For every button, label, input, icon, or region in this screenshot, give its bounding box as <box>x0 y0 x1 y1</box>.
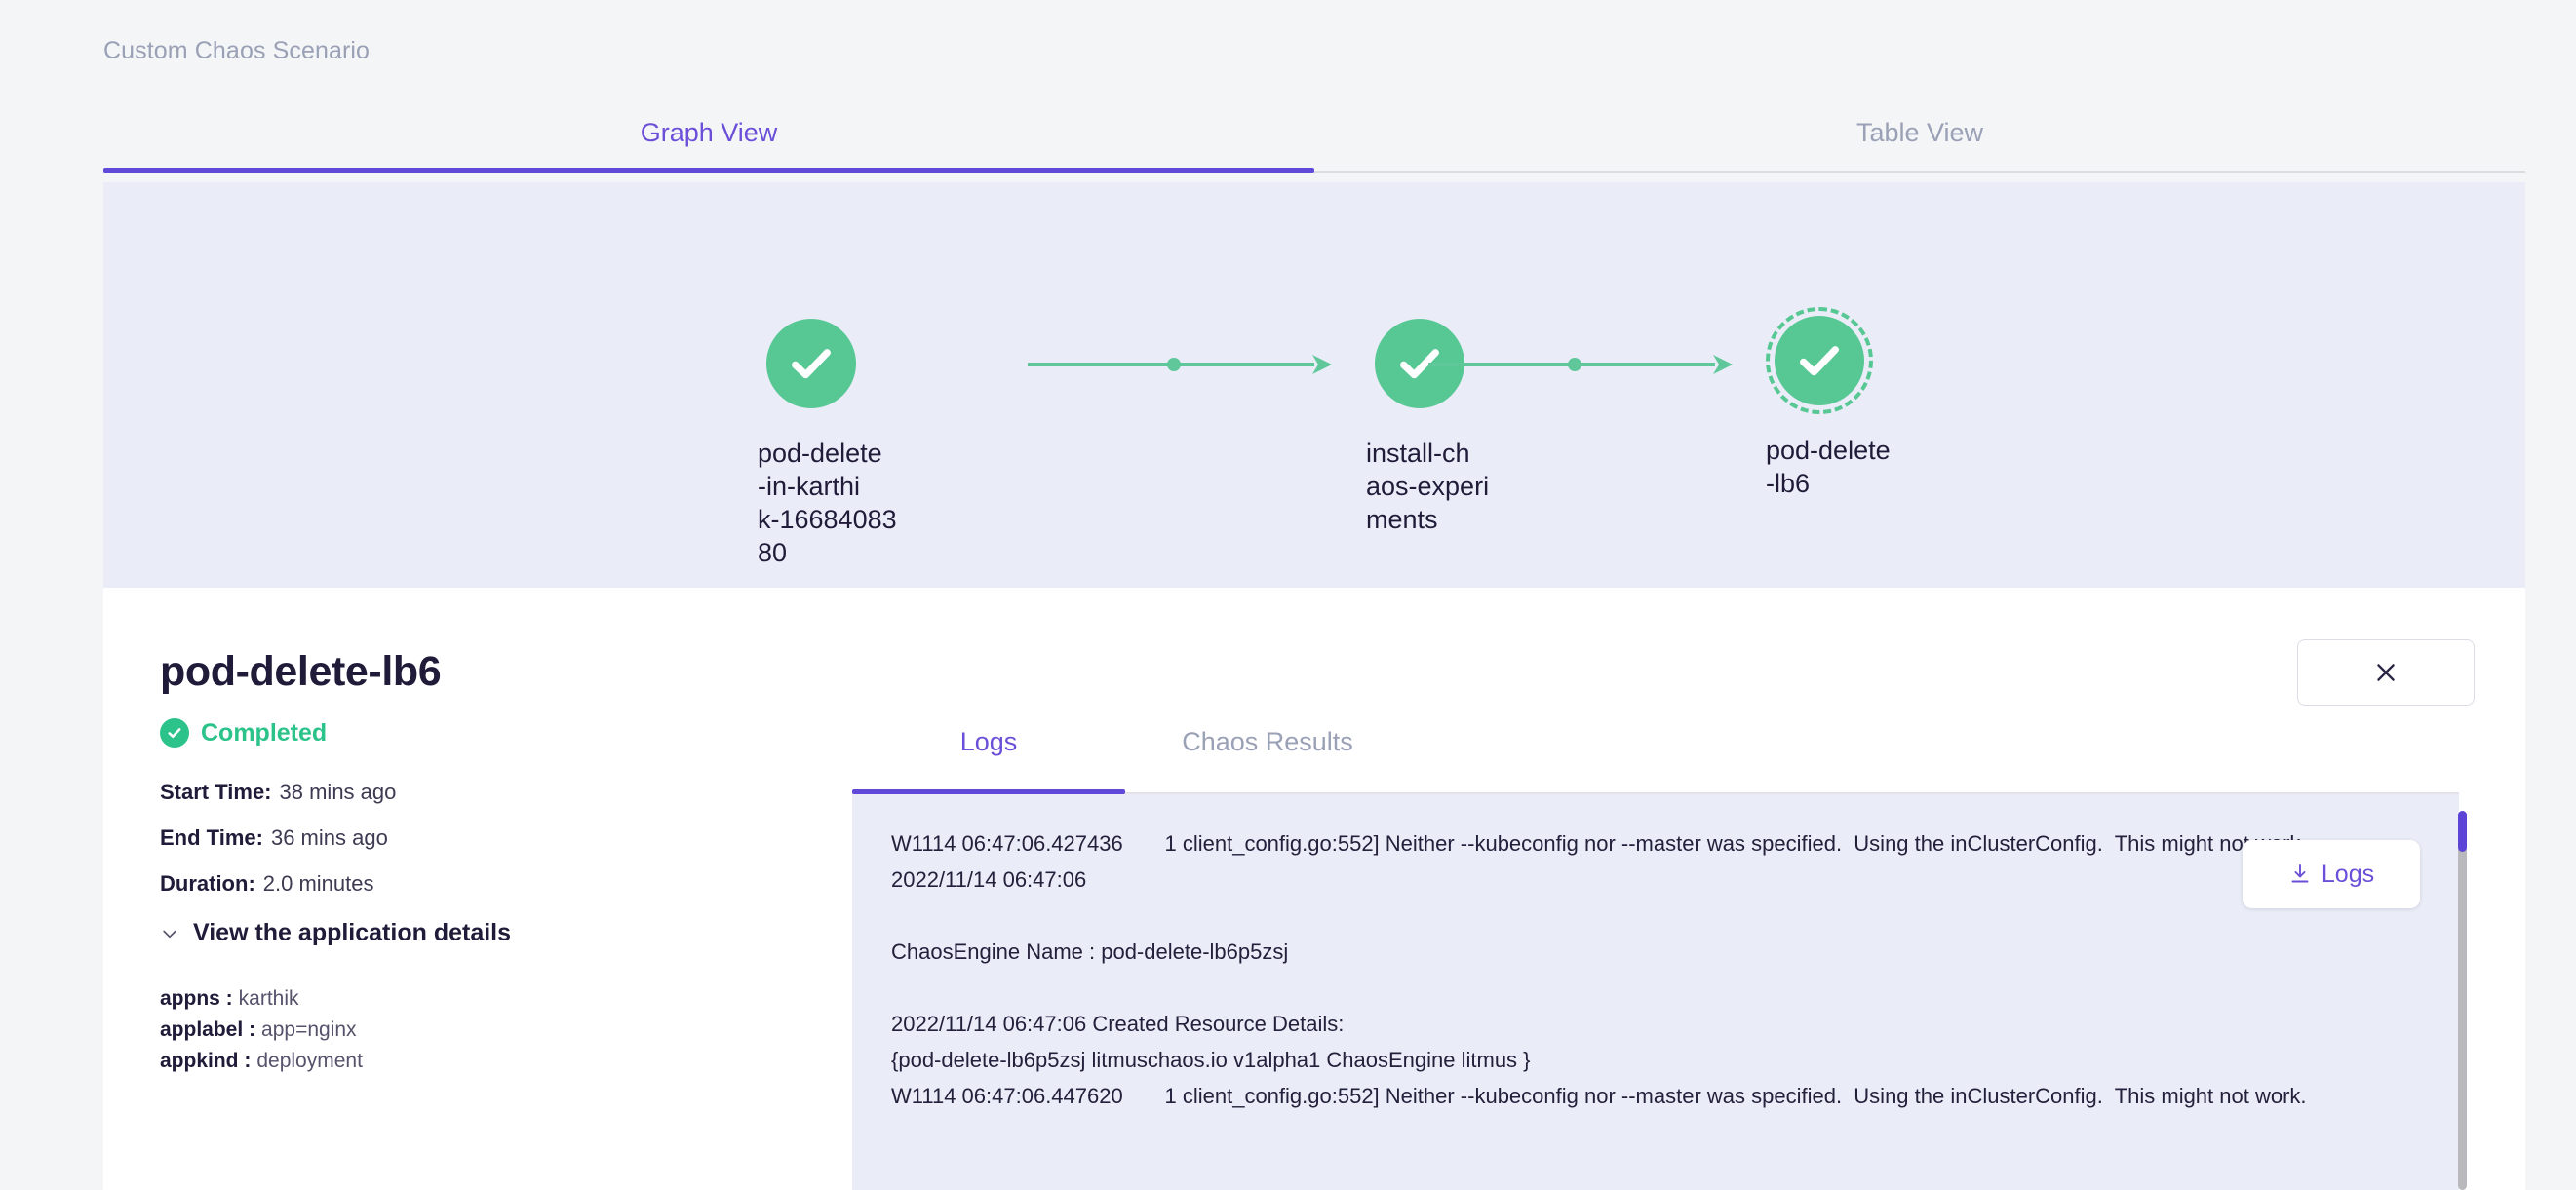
detail-meta-list: Start Time: 38 mins ago End Time: 36 mins … <box>160 769 396 906</box>
meta-row: Start Time: 38 mins ago <box>160 769 396 815</box>
list-item: appns : karthik <box>160 983 363 1015</box>
application-details-accordion[interactable]: View the application details <box>160 919 511 947</box>
tab-chaos-results-label: Chaos Results <box>1182 726 1353 756</box>
graph-node-2-label: install-ch aos-experi ments <box>1366 439 1490 534</box>
application-details-list: appns : karthik applabel : app=nginx appki… <box>160 983 363 1077</box>
meta-key: End Time: <box>160 825 263 850</box>
graph-edge-2 <box>1428 350 1733 379</box>
app-detail-key: appkind : <box>160 1050 252 1072</box>
tab-graph-view-label: Graph View <box>640 117 778 147</box>
graph-node-1[interactable]: pod-delete -in-karthi k-16684083 80 <box>758 310 1050 569</box>
log-tabs-divider <box>852 792 2459 794</box>
status-label: Completed <box>201 718 328 747</box>
download-logs-button[interactable]: Logs <box>2243 840 2420 908</box>
meta-key: Duration: <box>160 871 255 896</box>
tab-active-indicator <box>103 168 1314 173</box>
graph-node-3-label: pod-delete -lb6 <box>1766 436 1891 498</box>
graph-node-3-status-wrap <box>1766 307 1873 414</box>
graph-edge-1 <box>1028 350 1332 379</box>
meta-row: End Time: 36 mins ago <box>160 815 396 861</box>
status-check-icon <box>160 718 189 748</box>
graph-node-1-status-wrap <box>758 310 865 417</box>
log-scrollbar-track[interactable] <box>2458 811 2467 1190</box>
close-icon <box>2377 664 2395 681</box>
tab-table-view[interactable]: Table View <box>1314 93 2525 173</box>
tab-graph-view[interactable]: Graph View <box>103 93 1314 173</box>
app-detail-key: appns : <box>160 987 233 1010</box>
selected-node-ring <box>1766 307 1873 414</box>
meta-value: 2.0 minutes <box>262 871 374 896</box>
log-output-text: W1114 06:47:06.427436 1 client_config.go… <box>891 831 2307 1108</box>
graph-canvas[interactable]: pod-delete -in-karthi k-16684083 80 inst… <box>103 182 2525 588</box>
download-logs-label: Logs <box>2321 860 2375 888</box>
page-title: pod-delete-lb6 <box>160 648 442 695</box>
graph-node-1-label: pod-delete -in-karthi k-16684083 80 <box>758 439 897 567</box>
tab-table-view-label: Table View <box>1855 117 1984 147</box>
list-item: appkind : deployment <box>160 1046 363 1077</box>
breadcrumb[interactable]: Custom Chaos Scenario <box>103 37 371 64</box>
check-circle-icon <box>1775 316 1864 405</box>
tab-chaos-results[interactable]: Chaos Results <box>1125 689 1410 794</box>
check-circle-icon <box>766 319 856 408</box>
download-icon <box>2291 864 2309 883</box>
log-tab-active-indicator <box>852 789 1125 794</box>
app-detail-value: karthik <box>238 987 299 1010</box>
app-detail-value: deployment <box>256 1050 363 1072</box>
tab-logs[interactable]: Logs <box>852 689 1125 794</box>
meta-value: 38 mins ago <box>279 780 397 804</box>
meta-key: Start Time: <box>160 780 272 804</box>
log-output-box[interactable]: W1114 06:47:06.427436 1 client_config.go… <box>852 794 2459 1190</box>
view-tabs-divider <box>103 171 2525 173</box>
log-tabs: Logs Chaos Results <box>852 689 2459 794</box>
graph-node-2[interactable]: install-ch aos-experi ments <box>1366 310 1659 536</box>
list-item: applabel : app=nginx <box>160 1015 363 1046</box>
meta-value: 36 mins ago <box>270 825 388 850</box>
chevron-down-icon <box>163 930 176 938</box>
close-button[interactable] <box>2297 639 2475 706</box>
accordion-label: View the application details <box>193 919 512 946</box>
status-badge: Completed <box>160 718 327 748</box>
app-detail-value: app=nginx <box>261 1018 357 1041</box>
tab-logs-label: Logs <box>959 726 1018 756</box>
app-detail-key: applabel : <box>160 1018 256 1041</box>
view-tabs: Graph View Table View <box>103 93 2525 173</box>
meta-row: Duration: 2.0 minutes <box>160 861 396 906</box>
graph-node-3[interactable]: pod-delete -lb6 <box>1766 307 2058 500</box>
log-scrollbar-thumb[interactable] <box>2458 811 2467 852</box>
